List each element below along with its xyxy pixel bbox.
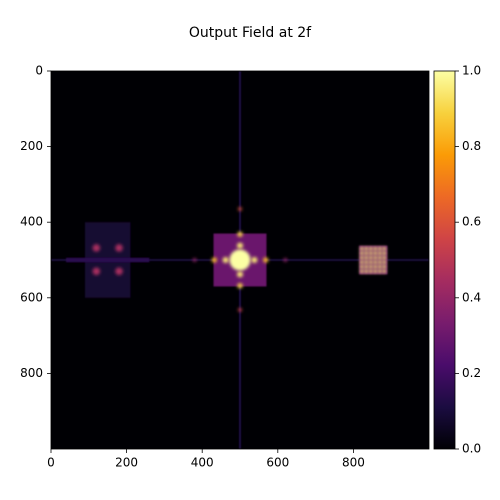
y-tick-label: 0 xyxy=(35,64,43,78)
heatmap-spot xyxy=(368,251,373,256)
colorbar-tick-label: 0.6 xyxy=(462,215,481,229)
heatmap-spot xyxy=(373,246,378,251)
heatmap-spot xyxy=(236,271,244,278)
heatmap-spot xyxy=(373,264,378,269)
heatmap xyxy=(51,71,429,449)
chart-title: Output Field at 2f xyxy=(189,25,312,41)
heatmap-spot xyxy=(382,264,387,269)
heatmap-spot xyxy=(115,267,123,276)
heatmap-spot xyxy=(359,260,364,265)
heatmap-spot xyxy=(364,246,369,251)
heatmap-spot xyxy=(368,255,373,260)
heatmap-spot xyxy=(382,269,387,274)
heatmap-spot xyxy=(373,255,378,260)
heatmap-spot xyxy=(368,264,373,269)
heatmap-spot xyxy=(238,207,242,211)
heatmap-spot xyxy=(251,256,258,264)
heatmap-spot xyxy=(263,257,269,263)
y-tick-label: 200 xyxy=(20,139,43,153)
heatmap-spot xyxy=(359,269,364,274)
x-tick-label: 0 xyxy=(47,456,55,470)
heatmap-spot xyxy=(359,264,364,269)
y-tick-label: 400 xyxy=(20,215,43,229)
heatmap-spot xyxy=(115,244,123,252)
heatmap-spot xyxy=(237,283,243,289)
colorbar xyxy=(433,70,456,450)
colorbar-tick-label: 0.2 xyxy=(462,366,481,380)
heatmap-spot xyxy=(364,251,369,256)
heatmap-spot xyxy=(382,260,387,265)
heatmap-spot xyxy=(92,267,101,276)
heatmap-spot xyxy=(377,260,382,265)
heatmap-spot xyxy=(364,264,369,269)
heatmap-spot xyxy=(92,244,101,252)
heatmap-spot xyxy=(377,246,382,251)
heatmap-spot xyxy=(373,260,378,265)
x-tick-label: 400 xyxy=(191,456,214,470)
heatmap-spot xyxy=(359,251,364,256)
heatmap-spot xyxy=(373,269,378,274)
heatmap-spot xyxy=(368,260,373,265)
heatmap-spot xyxy=(364,260,369,265)
x-tick-label: 600 xyxy=(266,456,289,470)
plot-frame xyxy=(50,70,430,450)
heatmap-spot xyxy=(377,251,382,256)
heatmap-spot xyxy=(377,269,382,274)
colorbar-tick-label: 1.0 xyxy=(462,64,481,78)
heatmap-region xyxy=(359,245,388,275)
heatmap-spot xyxy=(359,255,364,260)
heatmap-spot xyxy=(377,255,382,260)
x-tick-label: 800 xyxy=(342,456,365,470)
heatmap-spot xyxy=(364,269,369,274)
colorbar-tick-label: 0.8 xyxy=(462,139,481,153)
heatmap-spot xyxy=(382,246,387,251)
y-tick-label: 800 xyxy=(20,366,43,380)
heatmap-spot xyxy=(211,257,217,263)
heatmap-spot xyxy=(222,256,229,264)
heatmap-spot xyxy=(364,255,369,260)
heatmap-spot xyxy=(377,264,382,269)
x-tick-label: 200 xyxy=(115,456,138,470)
heatmap-spot xyxy=(368,269,373,274)
heatmap-spot xyxy=(229,249,251,271)
heatmap-spot xyxy=(359,246,364,251)
heatmap-spot xyxy=(373,251,378,256)
heatmap-spot xyxy=(192,258,197,262)
y-tick-label: 600 xyxy=(20,290,43,304)
heatmap-spot xyxy=(236,242,244,249)
heatmap-region xyxy=(66,257,150,263)
heatmap-spot xyxy=(368,246,373,251)
colorbar-tick-label: 0.4 xyxy=(462,290,481,304)
heatmap-spot xyxy=(237,231,243,237)
colorbar-tick-label: 0.0 xyxy=(462,442,481,456)
heatmap-spot xyxy=(238,308,242,312)
heatmap-spot xyxy=(382,255,387,260)
heatmap-spot xyxy=(283,258,288,262)
heatmap-spot xyxy=(382,251,387,256)
